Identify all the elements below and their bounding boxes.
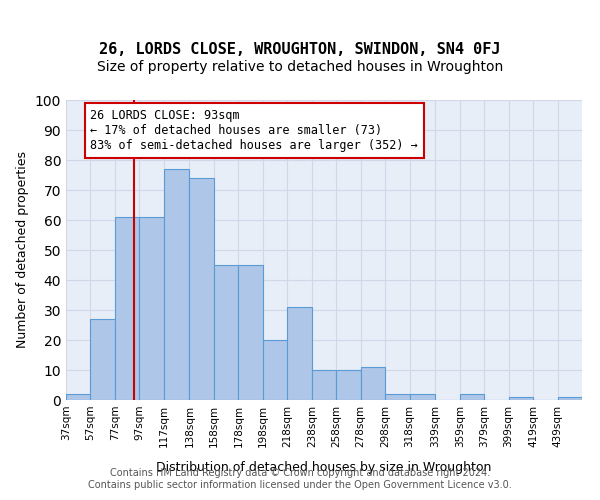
Text: 26, LORDS CLOSE, WROUGHTON, SWINDON, SN4 0FJ: 26, LORDS CLOSE, WROUGHTON, SWINDON, SN4…: [99, 42, 501, 58]
Bar: [214, 265, 238, 400]
Bar: [336, 370, 361, 400]
Bar: [557, 397, 582, 400]
Bar: [460, 394, 484, 400]
Y-axis label: Number of detached properties: Number of detached properties: [16, 152, 29, 348]
Bar: [66, 394, 91, 400]
Bar: [164, 169, 190, 400]
Text: Contains HM Land Registry data © Crown copyright and database right 2024.
Contai: Contains HM Land Registry data © Crown c…: [88, 468, 512, 490]
Bar: [361, 367, 385, 400]
Bar: [139, 217, 164, 400]
Bar: [115, 217, 139, 400]
Bar: [385, 394, 410, 400]
Bar: [238, 265, 263, 400]
Bar: [263, 340, 287, 400]
X-axis label: Distribution of detached houses by size in Wroughton: Distribution of detached houses by size …: [157, 461, 491, 474]
Bar: [91, 319, 115, 400]
Bar: [410, 394, 435, 400]
Text: 26 LORDS CLOSE: 93sqm
← 17% of detached houses are smaller (73)
83% of semi-deta: 26 LORDS CLOSE: 93sqm ← 17% of detached …: [91, 109, 418, 152]
Bar: [287, 307, 312, 400]
Bar: [312, 370, 336, 400]
Bar: [190, 178, 214, 400]
Bar: [509, 397, 533, 400]
Text: Size of property relative to detached houses in Wroughton: Size of property relative to detached ho…: [97, 60, 503, 74]
